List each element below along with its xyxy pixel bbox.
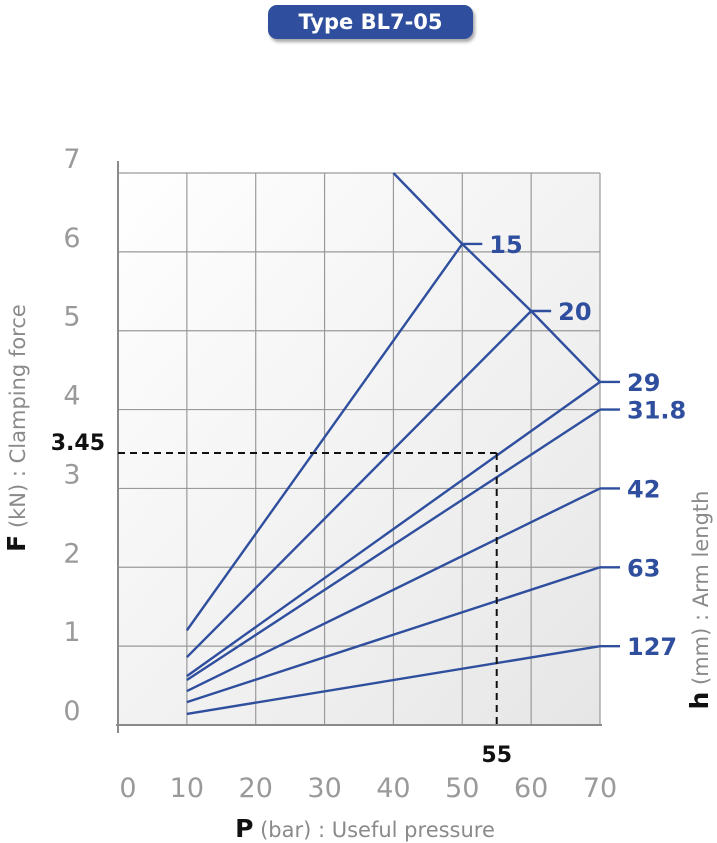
y-axis-description: (kN) : Clamping force	[6, 304, 30, 535]
series-label-29: 29	[627, 369, 660, 397]
y-axis-label: F (kN) : Clamping force	[2, 304, 31, 552]
series-line-63	[186, 566, 601, 704]
axes	[116, 161, 602, 733]
series-label-15: 15	[489, 231, 522, 259]
series-line-42	[186, 487, 601, 693]
plot-area	[118, 173, 600, 725]
x-axis-symbol: P	[235, 814, 253, 843]
annotation-y-value: 3.45	[51, 431, 105, 456]
y-tick-7: 7	[63, 144, 80, 175]
y-tick-5: 5	[63, 302, 80, 333]
series-label-31-8: 31.8	[627, 397, 686, 425]
series-label-63: 63	[627, 554, 660, 582]
chart-title-badge: Type BL7-05	[268, 5, 473, 39]
legend-title-description: (mm) : Arm length	[689, 491, 713, 692]
x-tick-0: 0	[119, 773, 136, 804]
tick-labels: 0 10 20 30 40 50 60 70 0 1 2 3 4 5 6 7	[63, 144, 617, 804]
max-force-limit-line	[392, 172, 601, 383]
y-tick-1: 1	[63, 617, 80, 648]
y-axis-symbol: F	[2, 535, 31, 552]
x-tick-60: 60	[514, 773, 548, 804]
x-axis-description: (bar) : Useful pressure	[253, 818, 494, 842]
y-tick-0: 0	[63, 696, 80, 727]
series-line-31-8	[186, 408, 601, 682]
series-line-127	[186, 644, 601, 716]
x-tick-30: 30	[307, 773, 341, 804]
x-tick-50: 50	[445, 773, 479, 804]
legend-title-symbol: h	[685, 692, 714, 710]
series-line-20	[186, 310, 532, 659]
y-tick-4: 4	[63, 381, 80, 412]
y-tick-6: 6	[63, 223, 80, 254]
series-label-127: 127	[627, 633, 677, 661]
series-line-29	[186, 380, 601, 678]
x-tick-20: 20	[239, 773, 273, 804]
annotation-55-bar: 3.45 55	[51, 431, 512, 768]
y-tick-3: 3	[63, 459, 80, 490]
x-tick-70: 70	[583, 773, 617, 804]
y-tick-2: 2	[63, 538, 80, 569]
annotation-x-value: 55	[481, 743, 512, 768]
series-label-42: 42	[627, 475, 660, 503]
legend-title-arm-length: h (mm) : Arm length	[685, 491, 714, 710]
x-tick-40: 40	[376, 773, 410, 804]
x-axis-label: P (bar) : Useful pressure	[235, 814, 495, 843]
series-label-20: 20	[558, 298, 591, 326]
series-line-15	[185, 243, 464, 632]
x-tick-10: 10	[170, 773, 204, 804]
